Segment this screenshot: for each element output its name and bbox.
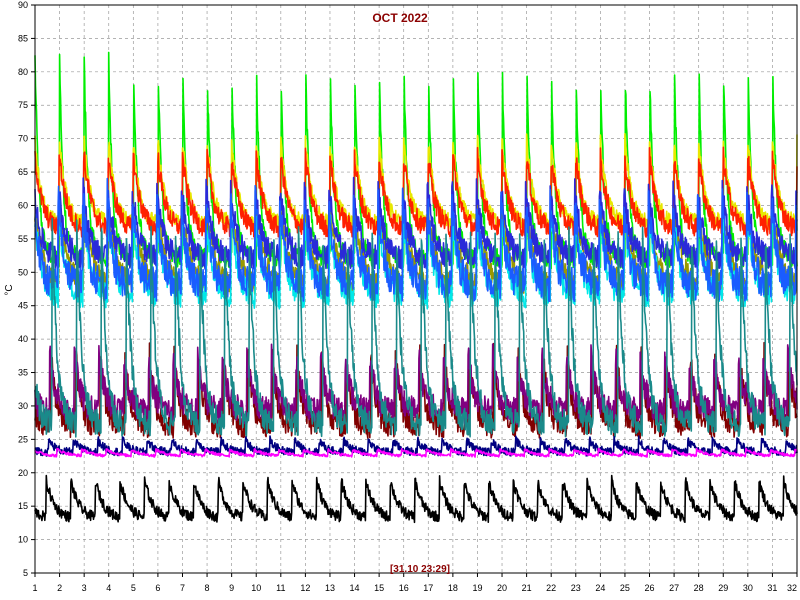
y-tick-label: 80 [18,67,28,77]
x-tick-label: 2 [57,583,62,593]
x-tick-label: 9 [229,583,234,593]
y-tick-label: 15 [18,501,28,511]
y-tick-label: 10 [18,535,28,545]
y-tick-label: 70 [18,134,28,144]
x-tick-label: 29 [718,583,728,593]
y-tick-label: 75 [18,100,28,110]
x-tick-label: 5 [131,583,136,593]
x-tick-label: 25 [620,583,630,593]
timestamp-label: [31.10 23:29] [390,564,450,575]
y-tick-label: 20 [18,468,28,478]
x-tick-label: 30 [743,583,753,593]
x-tick-label: 27 [669,583,679,593]
y-tick-label: 90 [18,0,28,10]
y-axis-label: °C [4,284,15,295]
y-tick-label: 85 [18,33,28,43]
x-tick-label: 3 [82,583,87,593]
y-tick-label: 35 [18,368,28,378]
chart-title: OCT 2022 [372,11,428,25]
y-tick-label: 60 [18,200,28,210]
x-tick-label: 24 [595,583,605,593]
series-line-7 [34,177,798,302]
y-tick-label: 45 [18,301,28,311]
series-line-10 [34,217,798,438]
x-tick-label: 1 [32,583,37,593]
series-line-13 [34,474,798,524]
series-line-12 [34,447,798,458]
plot-frame [34,4,798,574]
series-line-9 [34,343,798,426]
x-tick-label: 4 [106,583,111,593]
x-tick-label: 13 [325,583,335,593]
y-tick-label: 50 [18,267,28,277]
y-tick-label: 5 [23,568,28,578]
x-tick-label: 32 [787,583,797,593]
series-line-6 [34,176,798,270]
x-tick-label: 6 [155,583,160,593]
x-tick-label: 31 [767,583,777,593]
y-tick-label: 55 [18,234,28,244]
x-tick-label: 10 [251,583,261,593]
x-tick-label: 16 [399,583,409,593]
x-tick-label: 28 [694,583,704,593]
series-group [34,51,798,524]
y-tick-label: 30 [18,401,28,411]
x-tick-label: 22 [546,583,556,593]
x-tick-label: 17 [423,583,433,593]
x-tick-label: 14 [350,583,360,593]
x-tick-label: 20 [497,583,507,593]
x-tick-label: 23 [571,583,581,593]
y-tick-label: 25 [18,434,28,444]
x-tick-label: 15 [374,583,384,593]
x-tick-label: 21 [522,583,532,593]
x-tick-label: 12 [300,583,310,593]
x-tick-label: 18 [448,583,458,593]
series-line-3 [34,146,798,240]
x-tick-label: 11 [276,583,285,593]
x-tick-label: 26 [645,583,655,593]
x-tick-label: 19 [472,583,482,593]
x-tick-label: 7 [180,583,185,593]
y-tick-label: 40 [18,334,28,344]
series-line-11 [34,435,798,457]
y-tick-label: 65 [18,167,28,177]
x-tick-label: 8 [205,583,210,593]
